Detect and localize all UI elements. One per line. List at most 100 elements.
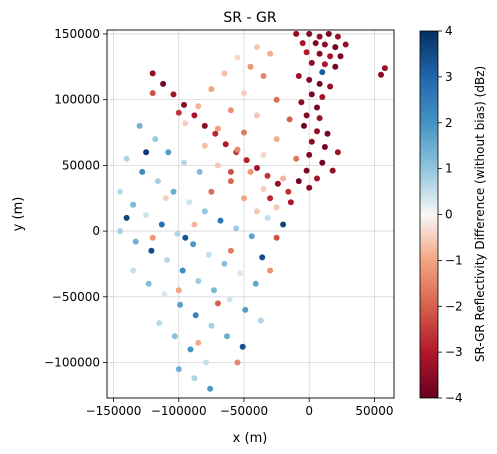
data-point [181, 159, 187, 166]
data-point [190, 241, 197, 248]
data-point [254, 165, 260, 171]
data-point [259, 254, 266, 261]
data-point [156, 320, 163, 327]
data-point [233, 225, 240, 232]
data-point [154, 178, 161, 185]
data-point [314, 175, 320, 182]
data-point [257, 317, 264, 324]
data-point [267, 267, 274, 274]
data-point [164, 257, 170, 263]
data-point [227, 178, 234, 185]
data-point [254, 112, 260, 119]
data-point [306, 30, 313, 37]
data-point [217, 217, 224, 224]
x-axis-label: x (m) [233, 431, 268, 446]
data-point [195, 278, 202, 284]
colorbar-tick-label: 2 [445, 116, 453, 130]
data-point [227, 168, 234, 175]
plot-area-frame [106, 29, 395, 399]
data-point [145, 280, 152, 287]
data-point [312, 40, 319, 47]
data-point [212, 130, 219, 137]
data-point [254, 44, 260, 51]
data-point [316, 50, 323, 57]
y-axis-label: y (m) [11, 197, 26, 232]
data-point [175, 109, 182, 116]
data-point [267, 195, 274, 202]
x-tick-label: 50000 [355, 404, 393, 418]
data-point [165, 149, 172, 156]
data-point [186, 199, 193, 206]
data-point [280, 221, 287, 228]
colorbar-tick-label: −1 [445, 253, 463, 267]
data-point [337, 53, 344, 60]
data-point [175, 287, 182, 294]
data-point [295, 73, 302, 79]
data-point [273, 234, 280, 241]
data-point [241, 129, 247, 136]
data-point [179, 267, 186, 274]
data-point [143, 149, 150, 156]
data-point [234, 146, 241, 153]
data-point [308, 91, 315, 98]
data-point [267, 50, 274, 57]
data-point [234, 359, 241, 366]
data-point [237, 270, 244, 277]
data-point [287, 199, 294, 206]
data-point [334, 33, 341, 40]
data-point [273, 136, 280, 143]
y-tick-label: −100000 [44, 356, 100, 370]
grid-lines [107, 30, 394, 398]
data-point [252, 280, 259, 287]
data-point [201, 122, 208, 129]
data-point [308, 138, 315, 145]
data-point [308, 59, 315, 66]
data-point [222, 141, 229, 148]
data-point [264, 214, 271, 221]
data-point [187, 346, 194, 353]
data-point [319, 94, 326, 100]
data-point [280, 175, 287, 182]
data-point [286, 116, 293, 123]
colorbar-tick-label: −4 [445, 391, 463, 405]
data-point [329, 167, 336, 174]
data-point [170, 188, 177, 195]
data-point [274, 180, 281, 187]
data-point [191, 221, 198, 228]
data-point [170, 91, 177, 98]
data-point [264, 172, 271, 179]
data-point [327, 53, 334, 60]
data-point [325, 30, 332, 37]
data-point [117, 188, 123, 195]
data-point [227, 247, 234, 254]
data-point [175, 366, 182, 373]
colorbar-tick-label: 4 [445, 24, 453, 38]
x-tick-label: −100000 [151, 404, 207, 418]
data-point [191, 375, 198, 382]
x-tick-label: −50000 [220, 404, 268, 418]
y-tick-label: 100000 [54, 93, 100, 107]
y-tick-label: 0 [92, 224, 100, 238]
data-point [191, 112, 198, 119]
data-point [205, 251, 212, 258]
data-point [260, 73, 267, 79]
x-tick-label: 0 [305, 404, 313, 418]
data-point [123, 214, 130, 221]
data-point [208, 188, 215, 195]
colorbar-tick-label: 3 [445, 70, 453, 84]
data-point [196, 168, 203, 175]
data-point [181, 101, 187, 108]
data-point [273, 96, 280, 103]
data-point [201, 142, 208, 149]
data-point [316, 33, 323, 40]
x-tick-label: −150000 [86, 404, 142, 418]
data-point [316, 80, 323, 87]
data-point [221, 260, 228, 267]
data-point [247, 168, 254, 175]
colorbar-tick-label: −2 [445, 299, 463, 313]
data-point [139, 168, 146, 175]
data-point [254, 208, 260, 215]
data-point [130, 267, 137, 274]
data-point [321, 41, 328, 48]
data-points [117, 30, 388, 392]
